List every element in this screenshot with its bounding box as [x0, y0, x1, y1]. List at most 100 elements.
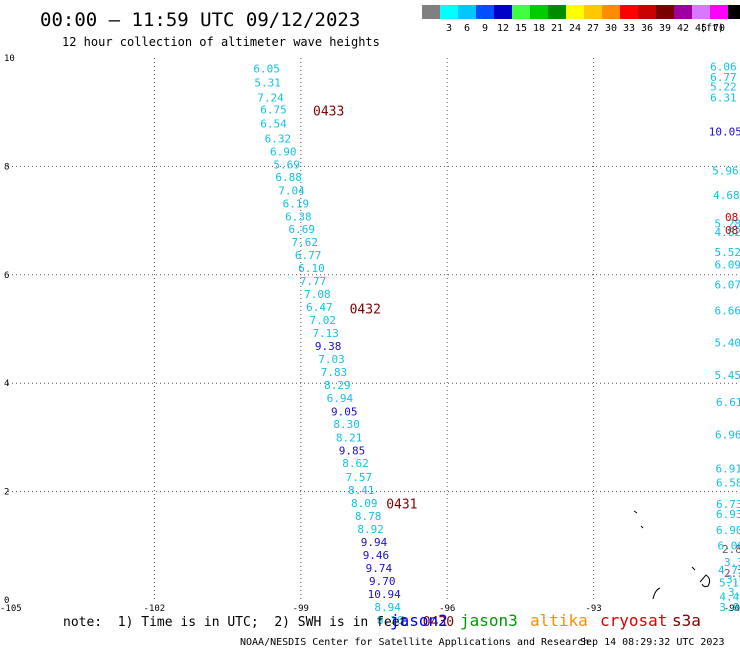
x-tick-label: -90 — [724, 604, 740, 614]
wave-height-value: 8.94 — [374, 601, 401, 614]
wave-height-value: 4.72 — [718, 564, 740, 577]
wave-height-value: 6.69 — [289, 223, 316, 236]
wave-height-value: 8.30 — [333, 418, 360, 431]
y-tick-label: 2 — [4, 488, 9, 498]
clipped-label: 08 — [725, 211, 738, 224]
color-scale-swatch — [710, 5, 728, 19]
color-scale-label: 24 — [569, 23, 581, 34]
clipped-label: 2.7 — [724, 567, 740, 580]
wave-height-value: 6.91 — [716, 463, 740, 476]
wave-height-value: 8.92 — [357, 523, 384, 536]
y-axis-ticks: 0 2 4 6 8 10 — [4, 54, 15, 606]
wave-height-value: 6.10 — [298, 262, 325, 275]
wave-height-value: 9.85 — [339, 445, 366, 458]
wave-height-value: 5.45 — [715, 369, 740, 382]
color-scale-swatch — [674, 5, 692, 19]
color-scale-label: 18 — [533, 23, 545, 34]
coastline-fragments — [633, 510, 711, 600]
wave-height-value: 6.47 — [306, 301, 333, 314]
wave-height-value: 5.52 — [715, 246, 740, 259]
wave-height-value: 6.88 — [275, 171, 302, 184]
wave-height-value: 8.41 — [348, 484, 375, 497]
color-scale-label: 45 — [695, 23, 707, 34]
satellite-legend-s3a: s3a — [672, 611, 701, 630]
x-tick-label: -102 — [144, 604, 166, 614]
wave-height-value: 5.96 — [712, 165, 739, 178]
wave-height-value: 6.61 — [716, 396, 740, 409]
wave-height-value: 6.54 — [260, 117, 287, 130]
wave-height-value: 9.38 — [315, 340, 342, 353]
pass-time-labels: 0433 0432 0431 0430 — [313, 104, 454, 630]
generated-timestamp: Sep 14 08:29:32 UTC 2023 — [580, 637, 725, 648]
wave-height-value: 8.09 — [351, 497, 378, 510]
color-scale-swatch — [494, 5, 512, 19]
clipped-label: 2.8 — [722, 543, 740, 556]
wave-height-value: 6.58 — [716, 477, 740, 490]
color-scale-swatch — [476, 5, 494, 19]
wave-height-value: 6.19 — [283, 198, 310, 211]
color-scale-label: 33 — [623, 23, 635, 34]
color-scale-swatch — [728, 5, 740, 19]
color-scale-swatch — [656, 5, 674, 19]
color-scale-swatch — [512, 5, 530, 19]
clipped-edge-labels: 08 08 2.8 3.3 2.7 3.4 3.2 — [722, 211, 740, 599]
wave-height-value: 6.38 — [285, 211, 312, 224]
wave-height-value: 3.85 — [719, 601, 740, 614]
color-scale-label: 21 — [551, 23, 563, 34]
wave-height-value: 6.05 — [253, 63, 280, 76]
wave-height-value: 7.03 — [318, 353, 345, 366]
clipped-label: 3.4 — [726, 573, 740, 586]
wave-height-value: 7.24 — [257, 91, 284, 104]
color-scale-label: 27 — [587, 23, 599, 34]
satellite-legend: jason2 jason3 altika cryosat s3a — [390, 611, 701, 630]
wave-height-value: 4.82 — [715, 226, 740, 239]
color-scale-swatch — [530, 5, 548, 19]
wave-height-value: 6.77 — [710, 71, 737, 84]
color-scale-swatch — [458, 5, 476, 19]
wave-height-value: 8.29 — [324, 379, 351, 392]
wave-height-value: 6.73 — [716, 498, 740, 511]
color-scale-swatch — [620, 5, 638, 19]
color-scale-label: 30 — [605, 23, 617, 34]
pass-time-label: 0432 — [350, 302, 381, 317]
wave-height-value: 6.31 — [710, 91, 737, 104]
color-scale-legend: 3 6 9 12 15 18 21 24 27 30 33 36 39 42 45 70 — [422, 5, 740, 34]
wave-height-value: 7.13 — [312, 327, 339, 340]
wave-height-value: 5.69 — [273, 159, 300, 172]
x-tick-label: -99 — [293, 604, 309, 614]
color-scale-swatch — [602, 5, 620, 19]
satellite-legend-jason3: jason3 — [460, 611, 518, 630]
color-scale-swatch — [584, 5, 602, 19]
wave-height-value: 6.06 — [717, 540, 740, 553]
y-tick-label: 0 — [4, 596, 9, 606]
color-scale-label: 3 — [446, 23, 452, 34]
x-tick-label: -105 — [0, 604, 22, 614]
wave-height-value: 6.07 — [715, 278, 740, 291]
wave-height-value: 6.09 — [715, 258, 740, 271]
color-scale-label: 9 — [482, 23, 488, 34]
wave-height-value: 8.21 — [336, 432, 363, 445]
clipped-label: 3.3 — [724, 556, 740, 569]
wave-height-value: 6.93 — [716, 508, 740, 521]
pass-time-label: 0430 — [423, 615, 454, 630]
wave-height-value: 7.57 — [346, 471, 373, 484]
wave-height-value: 9.46 — [363, 549, 390, 562]
satellite-legend-altika: altika — [530, 611, 588, 630]
color-scale-swatch — [566, 5, 584, 19]
wave-height-value: 6.75 — [260, 103, 287, 116]
color-scale-unit: (ft) — [700, 23, 724, 34]
wave-height-value: 7.77 — [300, 275, 327, 288]
wave-height-value: 6.90 — [270, 146, 297, 159]
wave-height-value: 6.77 — [295, 249, 322, 262]
color-scale-label: 15 — [515, 23, 527, 34]
color-scale-label: 42 — [677, 23, 689, 34]
chart-title: 00:00 – 11:59 UTC 09/12/2023 — [40, 9, 360, 31]
wave-height-value: 6.96 — [715, 428, 740, 441]
color-scale-swatch — [440, 5, 458, 19]
color-scale-label: 36 — [641, 23, 653, 34]
y-tick-label: 4 — [4, 379, 9, 389]
satellite-legend-jason2: jason2 — [390, 611, 448, 630]
wave-height-value: 4.68 — [713, 189, 740, 202]
wave-height-value: 6.94 — [327, 392, 354, 405]
